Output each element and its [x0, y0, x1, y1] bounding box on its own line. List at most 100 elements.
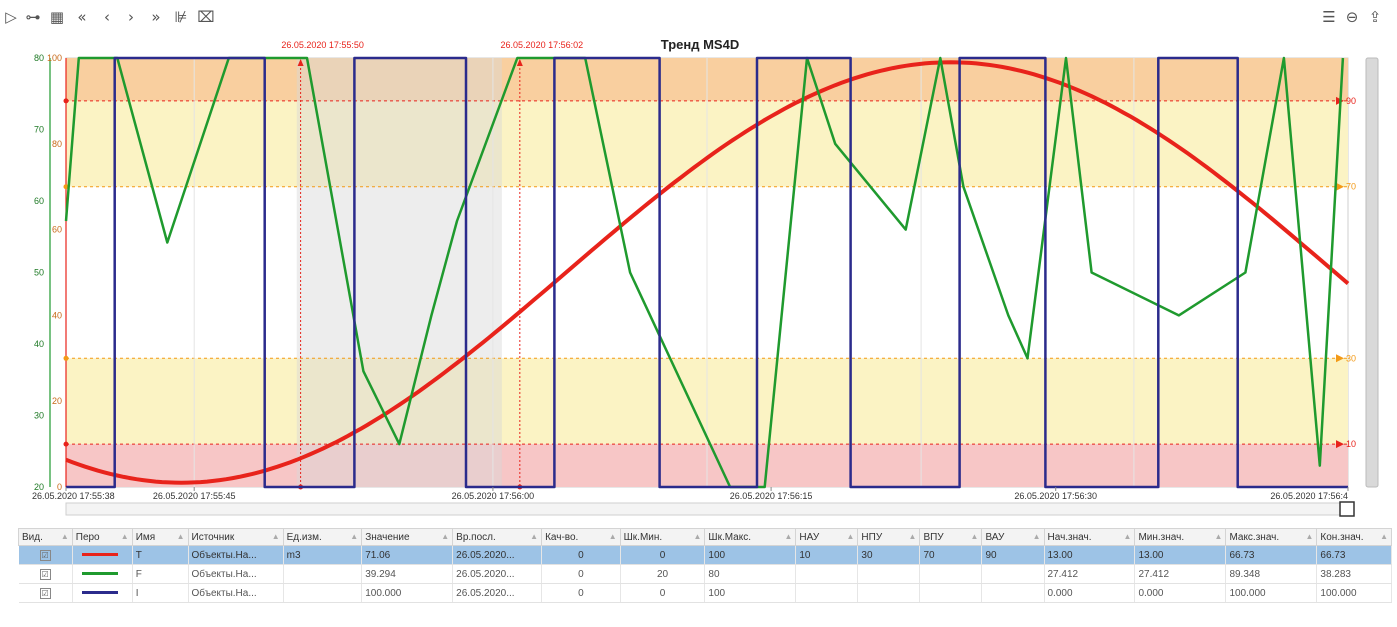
cell-max: 66.73 — [1225, 545, 1318, 565]
sort-arrow-icon[interactable]: ▲ — [846, 531, 855, 541]
column-header[interactable]: Имя ▲ — [131, 528, 189, 546]
cell-min: 27.412 — [1134, 564, 1227, 584]
red-axis-tick-label: 100 — [47, 53, 62, 63]
series-line-I[interactable] — [66, 56, 1348, 489]
table-row[interactable]: ☑ I Объекты.На... 100.000 26.05.2020... 0 0 100… — [18, 583, 1392, 603]
column-header[interactable]: Вр.посл. ▲ — [452, 528, 543, 546]
sort-arrow-icon[interactable]: ▲ — [530, 531, 539, 541]
prev-icon[interactable]: ‹ — [104, 8, 110, 26]
table-header-row: Вид. ▲ Перо ▲ Имя ▲ Источник ▲ Ед.изм. ▲ Значение ▲… — [18, 528, 1392, 546]
next-icon[interactable]: › — [128, 8, 134, 26]
sort-arrow-icon[interactable]: ▲ — [350, 531, 359, 541]
x-tick-label: 26.05.2020 17:56:00 — [452, 491, 535, 501]
red-axis-tick-label: 80 — [52, 139, 62, 149]
trend-chart[interactable]: 26.05.2020 17:55:50 26.05.2020 17:56:02 Тр… — [0, 36, 1397, 526]
vertical-scrollbar[interactable] — [1365, 57, 1379, 488]
limit-marker-icon — [1336, 440, 1344, 449]
cell-source: Объекты.На... — [188, 583, 284, 603]
column-header-label: Значение — [365, 531, 410, 543]
sort-arrow-icon[interactable]: ▲ — [176, 531, 185, 541]
sort-arrow-icon[interactable]: ▲ — [120, 531, 129, 541]
sort-arrow-icon[interactable]: ▲ — [970, 531, 979, 541]
clear-filter-icon[interactable]: ⌧ — [197, 8, 215, 26]
visible-checkbox[interactable]: ☑ — [39, 568, 51, 580]
green-axis-tick-label: 30 — [34, 411, 44, 421]
chart-settings-icon[interactable]: ⊯ — [174, 8, 188, 26]
column-header[interactable]: Шк.Макс. ▲ — [704, 528, 797, 546]
last-icon[interactable]: » — [151, 8, 161, 26]
visible-checkbox[interactable]: ☑ — [39, 549, 51, 561]
red-axis-tick-label: 60 — [52, 225, 62, 235]
cell-end: 100.000 — [1316, 583, 1392, 603]
cell-nau — [795, 564, 859, 584]
circle-settings-icon[interactable]: ⊖ — [1345, 8, 1359, 26]
cell-min: 0.000 — [1134, 583, 1227, 603]
cell-last-time: 26.05.2020... — [452, 545, 543, 565]
horizontal-scrollbar[interactable] — [65, 502, 1349, 516]
table-view-icon[interactable]: ▦ — [49, 8, 65, 26]
cell-name: F — [132, 564, 189, 584]
cell-source: Объекты.На... — [188, 564, 284, 584]
column-header[interactable]: Нач.знач. ▲ — [1043, 528, 1136, 546]
cell-value: 39.294 — [361, 564, 454, 584]
column-header[interactable]: Кач-во. ▲ — [541, 528, 621, 546]
column-header[interactable]: НАУ ▲ — [795, 528, 859, 546]
sort-arrow-icon[interactable]: ▲ — [1380, 531, 1388, 541]
sort-arrow-icon[interactable]: ▲ — [1305, 531, 1314, 541]
sort-arrow-icon[interactable]: ▲ — [784, 531, 793, 541]
column-header[interactable]: НПУ ▲ — [857, 528, 921, 546]
column-header[interactable]: ВПУ ▲ — [919, 528, 983, 546]
list-icon[interactable]: ☰ — [1322, 8, 1336, 26]
scroll-thumb[interactable] — [1339, 501, 1355, 517]
column-header[interactable]: Ед.изм. ▲ — [282, 528, 363, 546]
column-header-label: Кон.знач. — [1320, 531, 1364, 543]
cell-scale-max: 100 — [704, 583, 797, 603]
column-header-label: Источник — [191, 531, 235, 543]
column-header[interactable]: Кон.знач. ▲ — [1316, 528, 1392, 546]
column-header-label: Вид. — [22, 531, 43, 543]
column-header[interactable]: Макс.знач. ▲ — [1225, 528, 1318, 546]
cell-start: 0.000 — [1044, 583, 1136, 603]
visible-checkbox[interactable]: ☑ — [39, 587, 51, 599]
tree-icon[interactable]: ⊶ — [25, 8, 41, 26]
pen-swatch — [81, 572, 118, 576]
column-header[interactable]: Значение ▲ — [361, 528, 454, 546]
red-axis-tick-label: 0 — [57, 482, 62, 492]
limit-marker-label: 70 — [1346, 182, 1356, 192]
column-header[interactable]: Мин.знач. ▲ — [1134, 528, 1227, 546]
cursor-arrow-icon — [297, 59, 304, 66]
column-header[interactable]: Шк.Мин. ▲ — [619, 528, 706, 546]
sort-arrow-icon[interactable]: ▲ — [271, 531, 280, 541]
sort-arrow-icon[interactable]: ▲ — [1214, 531, 1223, 541]
cell-scale-min: 20 — [620, 564, 706, 584]
column-header-label: НПУ — [861, 531, 883, 543]
table-row[interactable]: ☑ T Объекты.На... m3 71.06 26.05.2020... 0 0 100… — [18, 545, 1392, 565]
cell-vau: 90 — [981, 545, 1045, 565]
column-header[interactable]: ВАУ ▲ — [981, 528, 1045, 546]
column-header-label: ВПУ — [923, 531, 944, 543]
table-row[interactable]: ☑ F Объекты.На... 39.294 26.05.2020... 0 20 80 2… — [18, 564, 1392, 584]
column-header-label: Шк.Макс. — [708, 531, 751, 543]
column-header[interactable]: Перо ▲ — [71, 528, 133, 546]
column-header[interactable]: Источник ▲ — [187, 528, 284, 546]
cell-unit — [283, 564, 363, 584]
cell-max: 100.000 — [1225, 583, 1318, 603]
sort-arrow-icon[interactable]: ▲ — [1032, 531, 1041, 541]
cell-end: 66.73 — [1316, 545, 1392, 565]
sort-arrow-icon[interactable]: ▲ — [1123, 531, 1132, 541]
sort-arrow-icon[interactable]: ▲ — [908, 531, 917, 541]
sort-arrow-icon[interactable]: ▲ — [608, 531, 617, 541]
limit-marker-icon — [1336, 182, 1344, 191]
column-header-label: Макс.знач. — [1229, 531, 1280, 543]
play-icon[interactable]: ▷ — [5, 8, 17, 26]
sort-arrow-icon[interactable]: ▲ — [60, 531, 69, 541]
sort-arrow-icon[interactable]: ▲ — [441, 531, 450, 541]
first-icon[interactable]: « — [77, 8, 87, 26]
column-header-label: ВАУ — [985, 531, 1005, 543]
red-axis-tick-label: 20 — [52, 396, 62, 406]
export-icon[interactable]: ⇪ — [1368, 8, 1382, 26]
column-header-label: Мин.знач. — [1138, 531, 1185, 543]
sort-arrow-icon[interactable]: ▲ — [693, 531, 702, 541]
column-header[interactable]: Вид. ▲ — [18, 528, 73, 546]
series-line-T[interactable] — [65, 60, 1350, 485]
